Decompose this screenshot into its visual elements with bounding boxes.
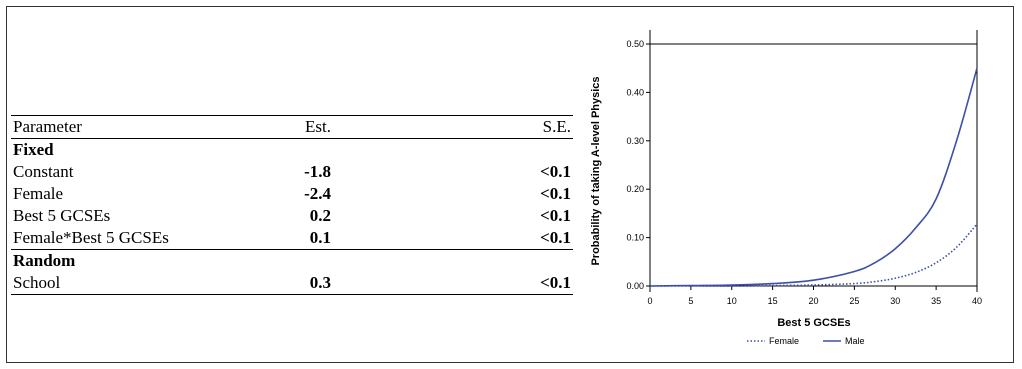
- parameter-table: Parameter Est. S.E. Fixed Constant -1.8 …: [11, 115, 573, 295]
- y-tick-label: 0.40: [626, 87, 644, 97]
- row-est: 0.1: [309, 228, 331, 247]
- series-line-female: [650, 223, 978, 287]
- y-tick-label: 0.30: [626, 136, 644, 146]
- row-est: -1.8: [304, 162, 331, 181]
- table-row: School 0.3 <0.1: [11, 272, 573, 295]
- row-se: <0.1: [540, 162, 571, 181]
- section-fixed-row: Fixed: [11, 139, 573, 162]
- probability-chart: 0 5 10 15 20 25 30 35 40 0.00 0.10 0.20 0.30 0.40 0.50…: [590, 30, 982, 346]
- table-row: Constant -1.8 <0.1: [11, 161, 573, 183]
- x-tick-label: 15: [768, 296, 778, 306]
- x-tick-label: 30: [890, 296, 900, 306]
- row-est: 0.2: [309, 206, 331, 225]
- table-row: Best 5 GCSEs 0.2 <0.1: [11, 205, 573, 227]
- header-est: Est.: [219, 115, 489, 139]
- table-header-row: Parameter Est. S.E.: [11, 115, 573, 139]
- row-parameter: Female*Best 5 GCSEs: [13, 228, 169, 247]
- chart-axes: [649, 30, 978, 292]
- x-axis-label: Best 5 GCSEs: [777, 317, 850, 329]
- x-tick-label: 25: [849, 296, 859, 306]
- x-tick-label: 20: [808, 296, 818, 306]
- chart-series: [649, 67, 978, 287]
- row-est: -2.4: [304, 184, 331, 203]
- section-fixed-label: Fixed: [13, 140, 54, 159]
- row-parameter: Best 5 GCSEs: [13, 206, 111, 225]
- figure-frame: Parameter Est. S.E. Fixed Constant -1.8 …: [6, 6, 1014, 363]
- x-tick-label: 35: [931, 296, 941, 306]
- row-parameter: Female: [13, 184, 64, 203]
- header-parameter: Parameter: [11, 115, 219, 139]
- row-se: <0.1: [540, 228, 571, 247]
- legend-label-female: Female: [769, 336, 799, 346]
- y-tick-label: 0.00: [626, 281, 644, 291]
- table-row: Female -2.4 <0.1: [11, 183, 573, 205]
- series-line-male: [649, 67, 978, 287]
- y-tick-label: 0.20: [626, 184, 644, 194]
- row-est: 0.3: [219, 272, 489, 295]
- row-se: <0.1: [540, 206, 571, 225]
- chart-legend: Female Male: [747, 336, 865, 346]
- x-tick-label: 0: [647, 296, 652, 306]
- x-tick-label: 10: [727, 296, 737, 306]
- legend-label-male: Male: [845, 336, 865, 346]
- y-tick-label: 0.50: [626, 39, 644, 49]
- row-parameter: School: [11, 272, 219, 295]
- y-tick-label: 0.10: [626, 233, 644, 243]
- section-random-label: Random: [11, 249, 573, 272]
- row-se: <0.1: [540, 184, 571, 203]
- section-random-row: Random: [11, 249, 573, 272]
- row-parameter: Constant: [13, 162, 74, 181]
- x-tick-label: 40: [972, 296, 982, 306]
- y-axis-label: Probability of taking A-level Physics: [590, 76, 602, 265]
- header-se: S.E.: [489, 115, 573, 139]
- chart-ticks: 0 5 10 15 20 25 30 35 40 0.00 0.10 0.20 0.30 0.40 0.50: [626, 39, 982, 306]
- row-se: <0.1: [489, 272, 573, 295]
- table-row: Female*Best 5 GCSEs 0.1 <0.1: [11, 227, 573, 250]
- x-tick-label: 5: [688, 296, 693, 306]
